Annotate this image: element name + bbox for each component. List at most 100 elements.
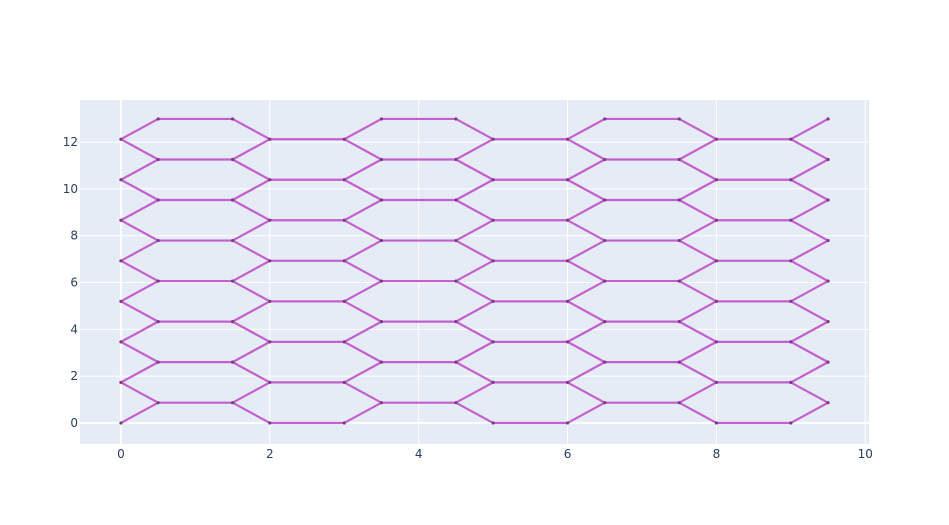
lattice-node xyxy=(566,138,569,141)
lattice-node xyxy=(454,117,457,120)
lattice-node xyxy=(343,259,346,262)
y-tick-label: 10 xyxy=(63,182,78,196)
lattice-node xyxy=(492,421,495,424)
lattice-node xyxy=(789,340,792,343)
lattice-node xyxy=(231,279,234,282)
y-tick-label: 8 xyxy=(70,229,78,243)
lattice-node xyxy=(492,381,495,384)
lattice-node xyxy=(715,340,718,343)
lattice-node xyxy=(566,219,569,222)
lattice-node xyxy=(157,117,160,120)
lattice-node xyxy=(826,401,829,404)
lattice-node xyxy=(826,239,829,242)
lattice-node xyxy=(678,279,681,282)
lattice-node xyxy=(715,259,718,262)
lattice-node xyxy=(603,158,606,161)
lattice-node xyxy=(343,300,346,303)
lattice-node xyxy=(343,178,346,181)
lattice-node xyxy=(826,279,829,282)
lattice-node xyxy=(492,300,495,303)
lattice-node xyxy=(678,158,681,161)
lattice-node xyxy=(678,361,681,364)
lattice-node xyxy=(380,198,383,201)
lattice-node xyxy=(268,178,271,181)
lattice-node xyxy=(268,381,271,384)
lattice-node xyxy=(454,320,457,323)
lattice-node xyxy=(454,198,457,201)
lattice-node xyxy=(678,401,681,404)
lattice-node xyxy=(380,239,383,242)
y-axis-ticks: 0 2 4 6 8 10 12 xyxy=(63,135,78,430)
lattice-node xyxy=(715,300,718,303)
lattice-node xyxy=(119,178,122,181)
lattice-node xyxy=(343,219,346,222)
lattice-node xyxy=(603,361,606,364)
lattice-node xyxy=(157,320,160,323)
lattice-node xyxy=(454,279,457,282)
lattice-node xyxy=(268,340,271,343)
lattice-node xyxy=(603,279,606,282)
lattice-node xyxy=(119,340,122,343)
lattice-node xyxy=(268,219,271,222)
lattice-node xyxy=(678,320,681,323)
lattice-node xyxy=(678,239,681,242)
lattice-node xyxy=(343,138,346,141)
lattice-node xyxy=(826,361,829,364)
lattice-node xyxy=(789,219,792,222)
lattice-node xyxy=(789,178,792,181)
lattice-node xyxy=(715,178,718,181)
lattice-node xyxy=(157,361,160,364)
x-tick-label: 4 xyxy=(415,447,423,461)
lattice-node xyxy=(566,421,569,424)
y-tick-label: 12 xyxy=(63,135,78,149)
lattice-node xyxy=(268,259,271,262)
lattice-node xyxy=(492,178,495,181)
lattice-node xyxy=(231,239,234,242)
lattice-node xyxy=(343,381,346,384)
lattice-node xyxy=(231,361,234,364)
lattice-node xyxy=(789,259,792,262)
lattice-node xyxy=(454,239,457,242)
x-tick-label: 2 xyxy=(266,447,274,461)
lattice-node xyxy=(231,401,234,404)
x-tick-label: 8 xyxy=(713,447,721,461)
lattice-node xyxy=(454,401,457,404)
lattice-node xyxy=(789,300,792,303)
lattice-node xyxy=(119,138,122,141)
lattice-node xyxy=(119,259,122,262)
lattice-node xyxy=(343,340,346,343)
lattice-node xyxy=(492,138,495,141)
x-axis-ticks: 0 2 4 6 8 10 xyxy=(117,447,873,461)
lattice-node xyxy=(715,219,718,222)
lattice-node xyxy=(789,138,792,141)
lattice-node xyxy=(268,300,271,303)
y-tick-label: 0 xyxy=(70,416,78,430)
lattice-node xyxy=(380,117,383,120)
lattice-node xyxy=(380,361,383,364)
lattice-node xyxy=(603,117,606,120)
lattice-node xyxy=(119,219,122,222)
lattice-node xyxy=(454,158,457,161)
lattice-node xyxy=(566,300,569,303)
lattice-node xyxy=(268,138,271,141)
lattice-node xyxy=(826,198,829,201)
lattice-node xyxy=(492,259,495,262)
lattice-node xyxy=(231,117,234,120)
lattice-node xyxy=(343,421,346,424)
lattice-node xyxy=(157,279,160,282)
lattice-node xyxy=(566,178,569,181)
lattice-node xyxy=(268,421,271,424)
lattice-node xyxy=(157,158,160,161)
lattice-node xyxy=(826,158,829,161)
lattice-node xyxy=(789,381,792,384)
lattice-node xyxy=(119,381,122,384)
x-tick-label: 10 xyxy=(858,447,873,461)
lattice-node xyxy=(678,117,681,120)
lattice-node xyxy=(715,138,718,141)
lattice-node xyxy=(826,320,829,323)
lattice-node xyxy=(157,239,160,242)
lattice-node xyxy=(231,320,234,323)
lattice-node xyxy=(715,421,718,424)
lattice-node xyxy=(380,401,383,404)
